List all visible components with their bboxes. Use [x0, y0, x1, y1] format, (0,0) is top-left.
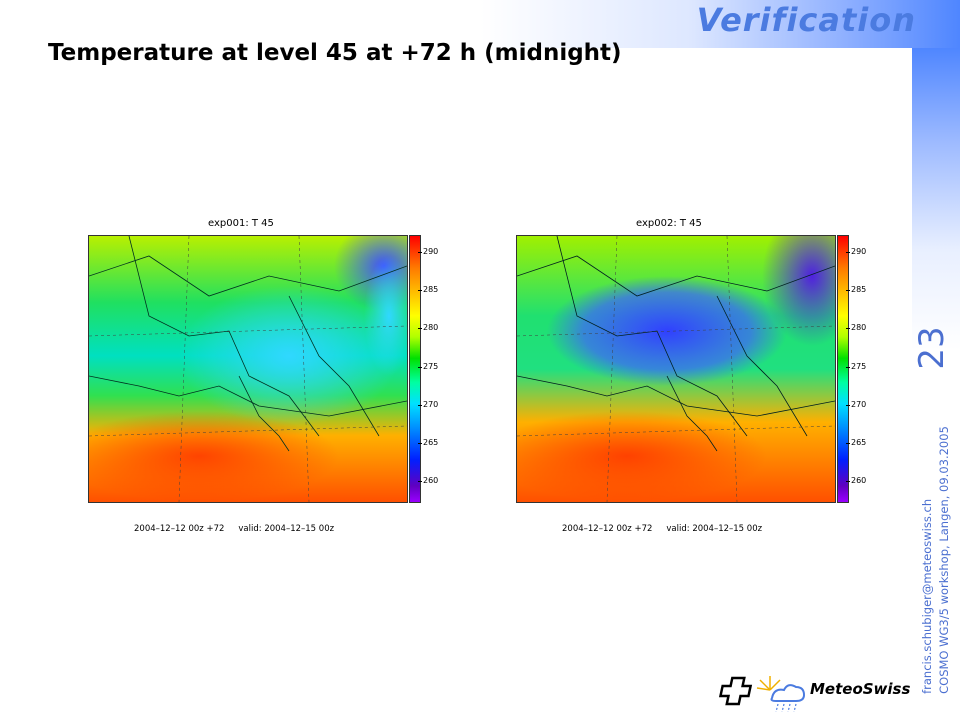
- map-panel-exp002: exp002: T 45: [516, 218, 896, 538]
- header-band: [0, 0, 960, 48]
- logo-text: MeteoSwiss: [810, 680, 911, 698]
- colorbar-tick: 260: [417, 476, 439, 485]
- section-title: Verification: [696, 1, 916, 39]
- valid-time: valid: 2004–12–15 00z: [238, 524, 335, 534]
- colorbar-tick: 290: [845, 247, 867, 256]
- colorbar-tick: 285: [417, 285, 439, 294]
- temperature-map-image: [89, 236, 407, 502]
- footer-credit: francis.schubiger@meteoswiss.ch COSMO WG…: [919, 426, 953, 694]
- slide-title: Temperature at level 45 at +72 h (midnig…: [48, 40, 622, 66]
- temperature-map: [88, 235, 408, 503]
- init-time: 2004–12–12 00z +72: [562, 524, 653, 534]
- colorbar: [837, 235, 849, 503]
- colorbar-tick: 270: [417, 400, 439, 409]
- meteoswiss-logo: MeteoSwiss: [712, 670, 912, 713]
- slide-number: 23: [912, 326, 952, 370]
- temperature-map: [516, 235, 836, 503]
- colorbar-tick: 280: [417, 323, 439, 332]
- colorbar-tick: 265: [845, 438, 867, 447]
- footer-email: francis.schubiger@meteoswiss.ch: [920, 498, 934, 694]
- colorbar-tick: 270: [845, 400, 867, 409]
- colorbar-tick: 280: [845, 323, 867, 332]
- temperature-map-image: [517, 236, 835, 502]
- panel-footer: 2004–12–12 00z +72 valid: 2004–12–15 00z: [562, 524, 762, 534]
- colorbar-tick: 275: [417, 362, 439, 371]
- colorbar-tick: 260: [845, 476, 867, 485]
- valid-time: valid: 2004–12–15 00z: [666, 524, 763, 534]
- colorbar: [409, 235, 421, 503]
- colorbar-tick: 265: [417, 438, 439, 447]
- footer-event: COSMO WG3/5 workshop, Langen, 09.03.2005: [937, 426, 951, 694]
- right-side-band: [912, 48, 960, 720]
- panel-title: exp002: T 45: [636, 218, 702, 229]
- panel-footer: 2004–12–12 00z +72 valid: 2004–12–15 00z: [134, 524, 334, 534]
- panel-title: exp001: T 45: [208, 218, 274, 229]
- map-panel-exp001: exp001: T 45: [88, 218, 468, 538]
- colorbar-tick: 290: [417, 247, 439, 256]
- init-time: 2004–12–12 00z +72: [134, 524, 225, 534]
- meteoswiss-emblem-icon: [718, 676, 806, 713]
- colorbar-tick: 275: [845, 362, 867, 371]
- colorbar-tick: 285: [845, 285, 867, 294]
